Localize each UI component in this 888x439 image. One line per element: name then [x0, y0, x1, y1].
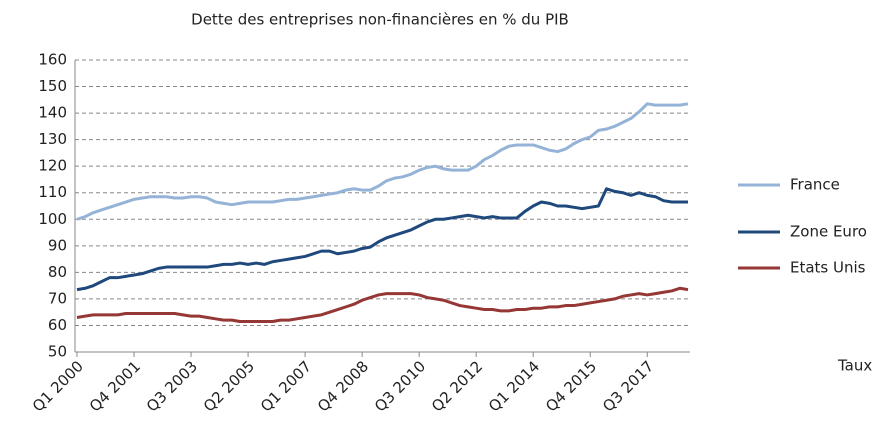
y-tick-label: 120: [38, 157, 67, 175]
chart-title: Dette des entreprises non-financières en…: [191, 11, 569, 29]
y-tick-label: 140: [38, 104, 67, 122]
x-tick-label: Q3 2010: [371, 357, 429, 415]
y-tick-label: 60: [48, 316, 67, 334]
x-tick-label: Q1 2000: [29, 357, 87, 415]
y-tick-label: 50: [48, 343, 67, 361]
x-tick-label: Q3 2003: [143, 357, 201, 415]
x-tick-label: Q4 2008: [314, 357, 372, 415]
y-tick-label: 100: [38, 210, 67, 228]
y-tick-label: 110: [38, 183, 67, 201]
data-line: [76, 187, 688, 292]
x-tick-label: Q4 2015: [542, 357, 600, 415]
data-line: [76, 286, 689, 323]
x-tick-label: Q1 2014: [485, 357, 543, 415]
y-tick-label: 90: [48, 236, 67, 254]
y-tick-label: 70: [48, 289, 67, 307]
legend-label: Zone Euro: [790, 223, 867, 241]
x-axis-label: Taux: [837, 357, 872, 375]
y-tick-label: 80: [48, 263, 67, 281]
y-tick-label: 160: [38, 51, 67, 69]
data-line: [76, 102, 689, 221]
x-tick-label: Q3 2017: [599, 357, 657, 415]
x-tick-label: Q1 2007: [257, 357, 315, 415]
legend-label: France: [790, 176, 840, 194]
y-tick-label: 130: [38, 130, 67, 148]
x-tick-label: Q4 2001: [86, 357, 144, 415]
x-tick-label: Q2 2005: [200, 357, 258, 415]
legend-label: Etats Unis: [790, 259, 866, 277]
x-tick-label: Q2 2012: [428, 357, 486, 415]
y-tick-label: 150: [38, 77, 67, 95]
